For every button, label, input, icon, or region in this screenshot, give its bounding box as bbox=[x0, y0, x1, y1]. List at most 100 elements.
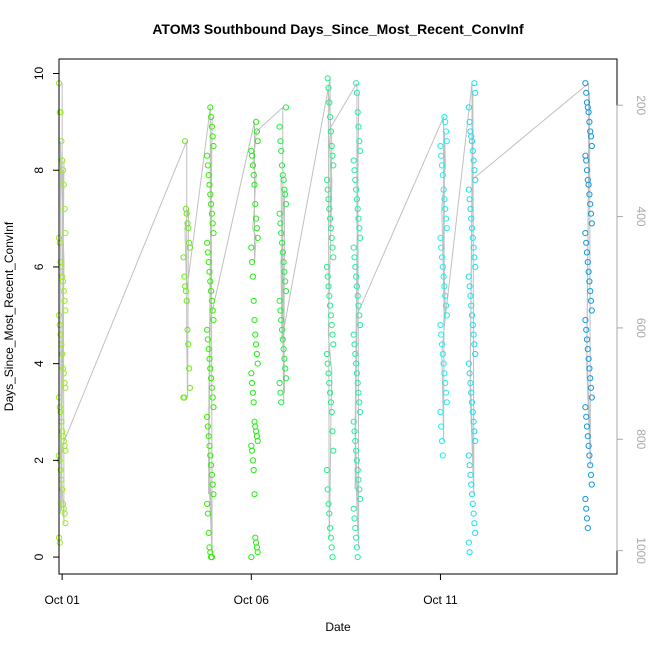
data-point bbox=[206, 268, 213, 275]
data-point bbox=[186, 244, 193, 251]
data-point bbox=[437, 142, 444, 150]
data-point bbox=[276, 379, 283, 387]
data-point bbox=[330, 341, 337, 348]
data-point bbox=[282, 288, 290, 295]
data-point bbox=[253, 128, 260, 135]
data-point bbox=[56, 539, 63, 546]
data-point bbox=[586, 278, 593, 285]
data-point bbox=[443, 138, 450, 145]
data-point bbox=[583, 157, 590, 164]
data-point bbox=[327, 128, 334, 135]
data-point bbox=[583, 89, 590, 96]
data-point bbox=[281, 355, 288, 362]
data-point bbox=[280, 259, 287, 266]
data-point bbox=[357, 321, 364, 329]
data-point bbox=[185, 341, 192, 348]
data-point bbox=[351, 515, 358, 522]
data-point bbox=[472, 89, 479, 96]
data-point bbox=[438, 341, 446, 348]
data-point bbox=[323, 263, 330, 270]
data-point bbox=[327, 389, 334, 396]
data-point bbox=[207, 104, 214, 111]
data-point bbox=[252, 534, 259, 541]
series-line bbox=[59, 78, 591, 558]
data-points bbox=[55, 75, 595, 561]
data-point bbox=[469, 500, 476, 507]
data-point bbox=[182, 288, 189, 295]
data-point bbox=[583, 413, 590, 420]
data-point bbox=[209, 133, 216, 140]
data-point bbox=[329, 152, 336, 159]
data-point bbox=[587, 210, 595, 217]
data-point bbox=[353, 196, 360, 203]
data-point bbox=[354, 466, 361, 474]
data-point bbox=[253, 350, 260, 358]
data-point bbox=[254, 437, 261, 445]
data-point bbox=[352, 437, 359, 445]
data-point bbox=[468, 481, 475, 488]
data-point bbox=[61, 205, 68, 212]
data-point bbox=[281, 268, 288, 275]
data-point bbox=[440, 186, 447, 193]
data-point bbox=[351, 341, 358, 348]
data-point bbox=[204, 152, 211, 159]
data-point bbox=[62, 384, 69, 391]
data-point bbox=[210, 142, 217, 150]
data-point bbox=[468, 399, 476, 406]
data-point bbox=[468, 491, 476, 498]
data-point bbox=[469, 408, 476, 416]
data-point bbox=[325, 500, 332, 507]
data-point bbox=[441, 283, 448, 290]
data-point bbox=[353, 80, 360, 87]
data-point bbox=[442, 215, 450, 222]
data-point bbox=[327, 113, 334, 121]
data-point bbox=[207, 191, 214, 198]
data-point bbox=[472, 437, 479, 445]
data-point bbox=[248, 244, 255, 251]
data-point bbox=[440, 273, 447, 280]
data-point bbox=[57, 109, 64, 116]
data-point bbox=[277, 307, 284, 314]
data-point bbox=[356, 138, 363, 145]
data-point bbox=[353, 534, 360, 541]
connecting-lines bbox=[59, 78, 591, 558]
y-axis-label: Days_Since_Most_Recent_ConvInf bbox=[2, 221, 16, 411]
data-point bbox=[585, 442, 592, 449]
data-point bbox=[470, 244, 477, 251]
data-point bbox=[437, 234, 444, 241]
data-point bbox=[204, 239, 211, 246]
data-point bbox=[58, 138, 65, 145]
data-point bbox=[210, 404, 217, 411]
data-point bbox=[588, 142, 595, 150]
data-point bbox=[204, 326, 211, 333]
data-point bbox=[276, 123, 283, 130]
data-point bbox=[324, 486, 331, 493]
y2-tick-label: 400 bbox=[634, 207, 648, 227]
y-axis: 0 2 4 6 8 10 bbox=[32, 67, 60, 560]
data-point bbox=[351, 254, 358, 261]
data-point bbox=[57, 408, 64, 416]
data-point bbox=[206, 355, 213, 362]
data-point bbox=[582, 317, 589, 324]
data-point bbox=[253, 341, 260, 348]
data-point bbox=[587, 288, 594, 295]
data-point bbox=[588, 481, 595, 488]
data-point bbox=[465, 539, 472, 546]
data-point bbox=[277, 389, 284, 396]
x-tick-label: Oct 06 bbox=[234, 593, 270, 607]
data-point bbox=[325, 370, 332, 377]
data-point bbox=[205, 259, 212, 266]
data-point bbox=[354, 379, 361, 387]
data-point bbox=[352, 350, 359, 358]
data-point bbox=[182, 138, 189, 145]
data-point bbox=[586, 118, 593, 126]
data-point bbox=[468, 312, 476, 319]
data-point bbox=[443, 312, 450, 319]
data-point bbox=[324, 273, 331, 280]
data-point bbox=[355, 123, 362, 130]
data-point bbox=[326, 379, 333, 387]
data-point bbox=[471, 167, 478, 174]
data-point bbox=[438, 423, 445, 430]
data-point bbox=[57, 331, 64, 338]
data-point bbox=[584, 525, 591, 532]
